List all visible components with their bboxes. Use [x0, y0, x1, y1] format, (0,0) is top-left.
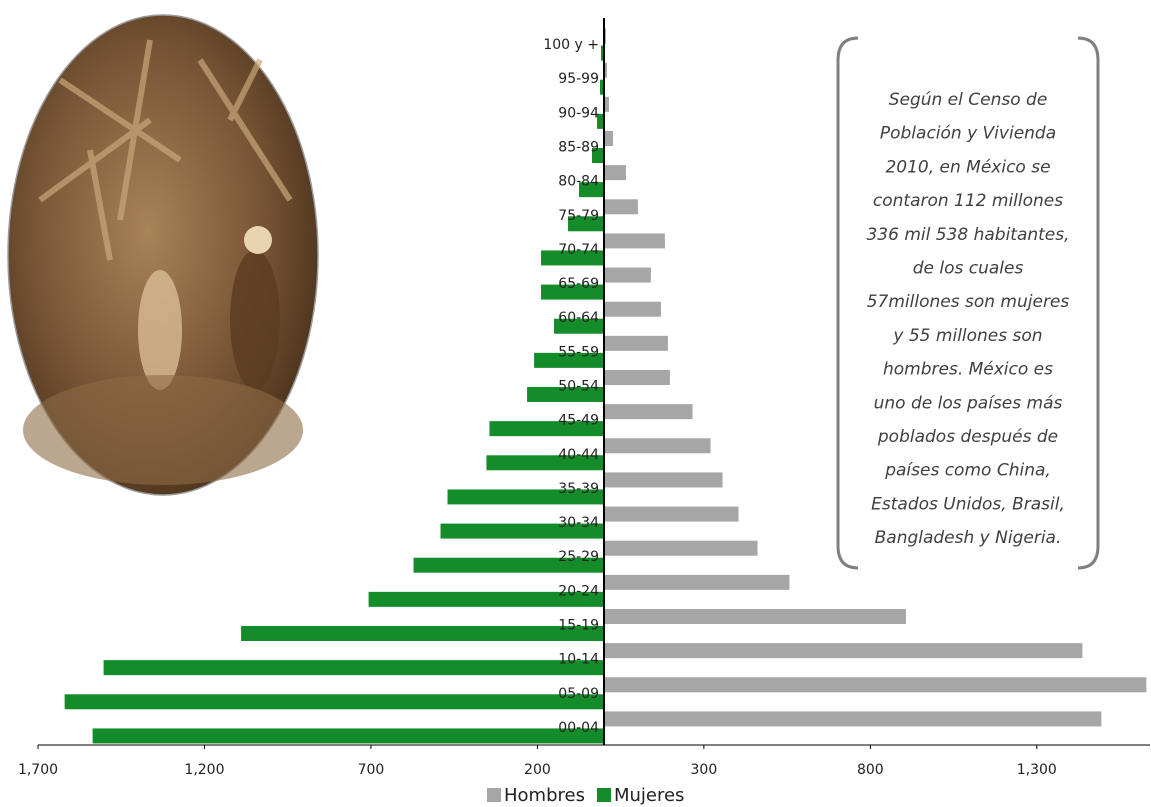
- bar: [600, 45, 604, 61]
- annotation-line: 336 mil 538 habitantes,: [866, 225, 1069, 245]
- bar: [603, 677, 1147, 693]
- y-tick-label: 85-89: [558, 140, 599, 156]
- annotation-line: de los cuales: [913, 259, 1024, 279]
- bar: [447, 489, 604, 505]
- annotation-line: 2010, en México se: [885, 157, 1050, 177]
- bar: [596, 113, 604, 129]
- y-tick-label: 20-24: [558, 583, 599, 599]
- bar: [603, 131, 613, 146]
- y-tick-label: 30-34: [558, 515, 599, 531]
- bar: [541, 250, 604, 266]
- bar: [486, 455, 604, 471]
- y-tick-label: 05-09: [558, 686, 599, 702]
- x-tick-label: 700: [358, 762, 385, 778]
- bar: [64, 694, 604, 710]
- bar: [534, 352, 604, 368]
- bar: [603, 233, 665, 249]
- x-tick-label: 800: [857, 762, 884, 778]
- annotation-line: Población y Vivienda: [880, 124, 1056, 144]
- x-tick-label: 200: [524, 762, 551, 778]
- x-tick-label: 1,700: [18, 762, 58, 778]
- y-tick-label: 25-29: [558, 549, 599, 565]
- annotation-line: contaron 112 millones: [873, 191, 1063, 211]
- y-tick-label: 15-19: [558, 618, 599, 634]
- bar: [603, 335, 668, 351]
- bar: [603, 609, 906, 624]
- bar: [603, 506, 739, 522]
- bar: [603, 301, 661, 317]
- bar: [603, 472, 723, 488]
- y-tick-label: 100 y +: [543, 37, 599, 53]
- bar: [599, 79, 604, 95]
- y-tick-label: 10-14: [558, 652, 599, 668]
- annotation-line: países como China,: [884, 461, 1051, 481]
- bar: [603, 62, 607, 78]
- y-tick-label: 70-74: [558, 242, 599, 258]
- bar: [603, 96, 609, 112]
- legend-label: Hombres: [504, 785, 585, 806]
- y-tick-label: 55-59: [558, 344, 599, 360]
- annotation-line: poblados después de: [877, 427, 1058, 447]
- bar: [568, 216, 604, 232]
- bar: [603, 643, 1083, 659]
- photo: [7, 14, 319, 496]
- bar: [368, 591, 604, 607]
- bar: [489, 421, 604, 437]
- y-tick-label: 95-99: [558, 71, 599, 87]
- y-tick-label: 45-49: [558, 413, 599, 429]
- y-tick-label: 75-79: [558, 208, 599, 224]
- legend-swatch: [596, 788, 611, 802]
- y-tick-label: 80-84: [558, 174, 599, 190]
- bar: [440, 523, 604, 539]
- bar: [603, 404, 693, 420]
- y-tick-label: 90-94: [558, 105, 599, 121]
- annotation-line: uno de los países más: [874, 393, 1063, 413]
- annotation-line: Según el Censo de: [889, 90, 1048, 110]
- annotation-line: Estados Unidos, Brasil,: [871, 494, 1065, 514]
- bar: [603, 711, 1102, 727]
- bar: [603, 199, 638, 215]
- bar: [541, 284, 604, 300]
- bar: [603, 267, 651, 283]
- bar: [603, 165, 626, 181]
- legend-swatch: [487, 788, 501, 802]
- x-tick-label: 1,200: [184, 762, 224, 778]
- annotation-line: hombres. México es: [883, 360, 1053, 380]
- x-tick-label: 300: [691, 762, 718, 778]
- y-tick-label: 60-64: [558, 310, 599, 326]
- bar: [603, 438, 711, 454]
- y-tick-label: 40-44: [558, 447, 599, 463]
- bar: [592, 148, 604, 163]
- y-tick-label: 65-69: [558, 276, 599, 292]
- annotation-line: 57millones son mujeres: [867, 292, 1070, 312]
- bar: [103, 660, 604, 676]
- bar: [603, 574, 790, 590]
- y-tick-label: 00-04: [558, 720, 599, 736]
- annotation-line: y 55 millones son: [892, 326, 1042, 346]
- y-tick-label: 35-39: [558, 481, 599, 497]
- bar: [554, 318, 604, 334]
- bar: [579, 182, 604, 198]
- bar: [527, 387, 604, 402]
- annotation-line: Bangladesh y Nigeria.: [875, 528, 1062, 548]
- x-tick-label: 1,300: [1017, 762, 1057, 778]
- bar: [92, 728, 604, 744]
- bar: [413, 557, 604, 573]
- y-tick-label: 50-54: [558, 379, 599, 395]
- bar: [241, 626, 604, 641]
- bar: [603, 540, 758, 556]
- legend-label: Mujeres: [614, 785, 684, 806]
- annotation-box: [836, 36, 1100, 570]
- bar: [603, 370, 670, 385]
